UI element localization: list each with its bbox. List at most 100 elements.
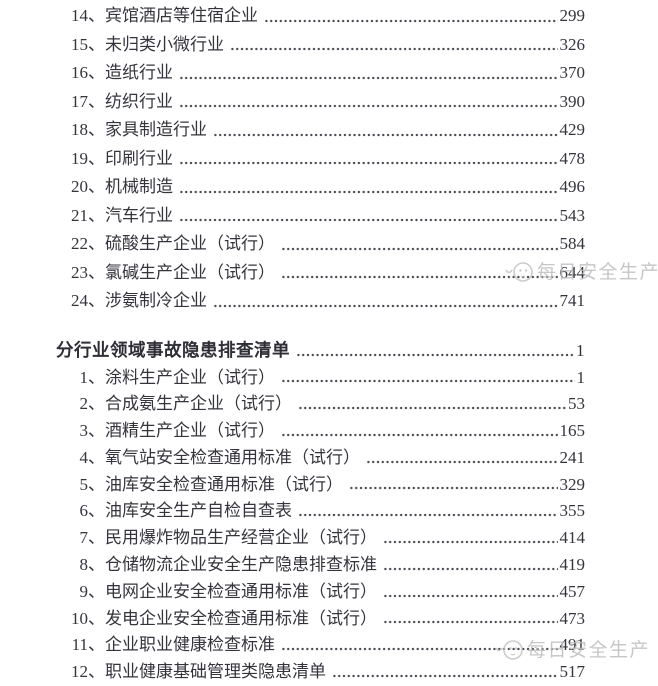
entry-number: 1、 (59, 365, 105, 392)
entry-number: 14、 (59, 2, 105, 31)
entry-page-number: 473 (560, 606, 586, 633)
toc-entry[interactable]: 17、 纺织行业 390 (0, 88, 658, 117)
entry-page-number: 165 (560, 418, 586, 445)
entry-number: 22、 (59, 230, 105, 259)
section-gap (0, 316, 658, 336)
entry-label: 家具制造行业 (105, 116, 207, 145)
dot-leader (281, 418, 558, 445)
entry-label: 宾馆酒店等住宿企业 (105, 2, 258, 31)
entry-label: 涉氨制冷企业 (105, 287, 207, 316)
dot-leader (281, 259, 558, 288)
toc-list-industries: 14、 宾馆酒店等住宿企业 299 15、 未归类小微行业 326 16、 造纸… (0, 2, 658, 316)
entry-label: 酒精生产企业（试行） (105, 418, 275, 445)
dot-leader (179, 88, 558, 117)
entry-number: 8、 (59, 552, 105, 579)
toc-entry[interactable]: 24、 涉氨制冷企业 741 (0, 287, 658, 316)
toc-entry[interactable]: 21、 汽车行业 543 (0, 202, 658, 231)
toc-list-section-items: 1、 涂料生产企业（试行） 1 2、 合成氨生产企业（试行） 53 3、 酒精生… (0, 365, 658, 686)
entry-page-number: 390 (560, 88, 586, 117)
entry-label: 发电企业安全检查通用标准（试行） (105, 606, 377, 633)
entry-number: 24、 (59, 287, 105, 316)
toc-entry[interactable]: 9、 电网企业安全检查通用标准（试行） 457 (0, 579, 658, 606)
toc-entry[interactable]: 18、 家具制造行业 429 (0, 116, 658, 145)
toc-entry[interactable]: 10、 发电企业安全检查通用标准（试行） 473 (0, 606, 658, 633)
dot-leader (281, 365, 575, 392)
dot-leader (366, 445, 558, 472)
dot-leader (298, 498, 558, 525)
dot-leader (179, 59, 558, 88)
entry-label: 汽车行业 (105, 202, 173, 231)
toc-entry[interactable]: 22、 硫酸生产企业（试行） 584 (0, 230, 658, 259)
dot-leader (298, 391, 566, 418)
dot-leader (383, 606, 558, 633)
entry-label: 机械制造 (105, 173, 173, 202)
toc-entry[interactable]: 7、 民用爆炸物品生产经营企业（试行） 414 (0, 525, 658, 552)
entry-number: 5、 (59, 472, 105, 499)
dot-leader (179, 173, 558, 202)
toc-entry[interactable]: 3、 酒精生产企业（试行） 165 (0, 418, 658, 445)
entry-label: 硫酸生产企业（试行） (105, 230, 275, 259)
dot-leader (349, 472, 558, 499)
toc-entry[interactable]: 6、 油库安全生产自检自查表 355 (0, 498, 658, 525)
entry-page-number: 741 (560, 287, 586, 316)
entry-number: 12、 (59, 659, 105, 686)
entry-page-number: 496 (560, 173, 586, 202)
entry-number: 15、 (59, 31, 105, 60)
dot-leader (383, 552, 558, 579)
section-header-row[interactable]: 分行业领域事故隐患排查清单 1 (0, 336, 658, 365)
toc-entry[interactable]: 8、 仓储物流企业安全生产隐患排查标准 419 (0, 552, 658, 579)
entry-page-number: 241 (560, 445, 586, 472)
entry-number: 23、 (59, 259, 105, 288)
toc-entry[interactable]: 15、 未归类小微行业 326 (0, 31, 658, 60)
entry-label: 涂料生产企业（试行） (105, 365, 275, 392)
dot-leader (213, 116, 558, 145)
dot-leader (332, 659, 558, 686)
entry-number: 17、 (59, 88, 105, 117)
entry-number: 11、 (59, 632, 105, 659)
dot-leader (383, 525, 558, 552)
entry-page-number: 644 (560, 259, 586, 288)
toc-entry[interactable]: 1、 涂料生产企业（试行） 1 (0, 365, 658, 392)
entry-page-number: 370 (560, 59, 586, 88)
toc-entry[interactable]: 4、 氧气站安全检查通用标准（试行） 241 (0, 445, 658, 472)
dot-leader (383, 579, 558, 606)
dot-leader (230, 31, 558, 60)
toc-entry[interactable]: 19、 印刷行业 478 (0, 145, 658, 174)
entry-number: 6、 (59, 498, 105, 525)
dot-leader (179, 145, 558, 174)
entry-page-number: 326 (560, 31, 586, 60)
toc-entry[interactable]: 23、 氯碱生产企业（试行） 644 (0, 259, 658, 288)
dot-leader (281, 230, 558, 259)
toc-entry[interactable]: 5、 油库安全检查通用标准（试行） 329 (0, 472, 658, 499)
entry-label: 油库安全检查通用标准（试行） (105, 472, 343, 499)
entry-page-number: 1 (577, 365, 586, 392)
entry-number: 9、 (59, 579, 105, 606)
entry-number: 21、 (59, 202, 105, 231)
toc-entry[interactable]: 11、 企业职业健康检查标准 491 (0, 632, 658, 659)
toc-entry[interactable]: 16、 造纸行业 370 (0, 59, 658, 88)
toc-entry[interactable]: 12、 职业健康基础管理类隐患清单 517 (0, 659, 658, 686)
entry-number: 19、 (59, 145, 105, 174)
entry-label: 油库安全生产自检自查表 (105, 498, 292, 525)
entry-number: 18、 (59, 116, 105, 145)
entry-number: 10、 (59, 606, 105, 633)
entry-label: 仓储物流企业安全生产隐患排查标准 (105, 552, 377, 579)
entry-label: 氧气站安全检查通用标准（试行） (105, 445, 360, 472)
entry-page-number: 543 (560, 202, 586, 231)
entry-number: 2、 (59, 391, 105, 418)
dot-leader (213, 287, 558, 316)
entry-label: 未归类小微行业 (105, 31, 224, 60)
entry-page-number: 457 (560, 579, 586, 606)
toc-entry[interactable]: 2、 合成氨生产企业（试行） 53 (0, 391, 658, 418)
entry-page-number: 299 (560, 2, 586, 31)
entry-label: 民用爆炸物品生产经营企业（试行） (105, 525, 377, 552)
entry-page-number: 478 (560, 145, 586, 174)
entry-label: 氯碱生产企业（试行） (105, 259, 275, 288)
toc-entry[interactable]: 14、 宾馆酒店等住宿企业 299 (0, 2, 658, 31)
dot-leader (281, 632, 558, 659)
toc-entry[interactable]: 20、 机械制造 496 (0, 173, 658, 202)
entry-number: 20、 (59, 173, 105, 202)
entry-number: 3、 (59, 418, 105, 445)
entry-label: 合成氨生产企业（试行） (105, 391, 292, 418)
